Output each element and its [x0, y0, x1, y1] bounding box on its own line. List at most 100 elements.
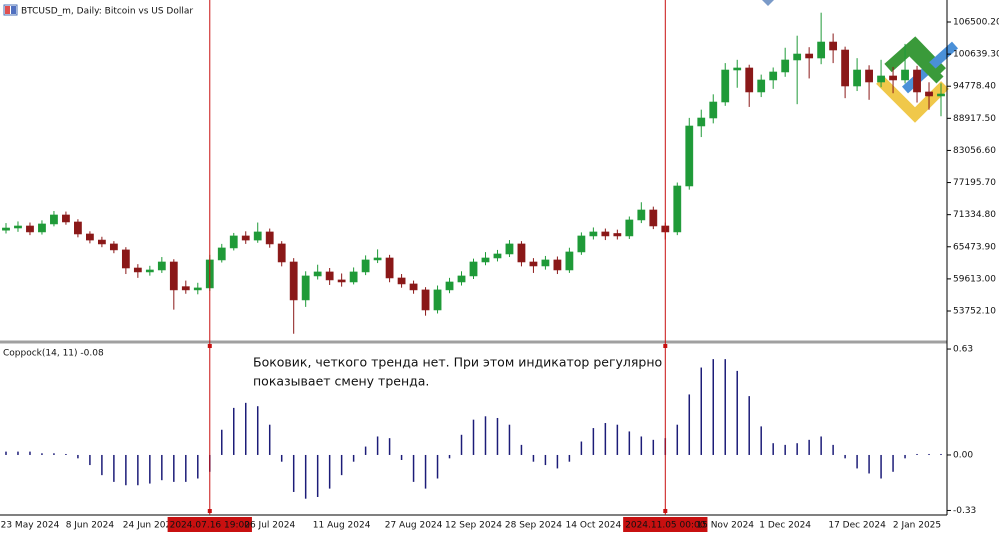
candle-body: [277, 243, 286, 263]
candle-body: [121, 249, 130, 269]
candle-body: [865, 69, 873, 83]
candle-body: [349, 271, 358, 283]
candle-body: [385, 257, 394, 279]
candle-body: [877, 75, 885, 83]
x-tick-label: 2 Jan 2025: [893, 521, 941, 531]
candle-body: [649, 209, 658, 227]
x-tick-label: 11 Aug 2024: [313, 521, 371, 531]
y-tick-label: 59613.00: [953, 274, 996, 284]
candle-body: [325, 271, 334, 281]
candle-body: [505, 243, 514, 255]
candle-body: [169, 261, 178, 291]
candle-body: [109, 243, 118, 251]
candle-body: [913, 69, 921, 93]
candle-body: [241, 235, 250, 241]
candle-body: [517, 243, 526, 263]
candle-body: [577, 235, 586, 253]
scroll-marker: [762, 0, 774, 6]
candle-body: [565, 251, 574, 271]
x-tick-label: 1 Dec 2024: [759, 521, 811, 531]
candle-body: [265, 231, 274, 245]
candle-body: [709, 101, 718, 119]
y-tick-label: 100639.30: [953, 50, 999, 60]
candle-body: [361, 259, 370, 273]
candle-body: [421, 289, 430, 311]
candle-body: [745, 67, 754, 93]
x-tick-label: 15 Nov 2024: [696, 521, 754, 531]
candle-body: [529, 261, 538, 267]
x-tick-label: 24 Jun 2024: [123, 521, 177, 531]
candle-body: [829, 41, 838, 51]
candle-body: [601, 231, 610, 237]
candle-body: [805, 53, 814, 59]
y-tick-label: 65473.90: [953, 242, 996, 252]
candle-body: [493, 253, 502, 259]
x-tick-label: 26 Jul 2024: [244, 521, 295, 531]
y-tick-label: 88917.50: [953, 114, 996, 124]
candle-body: [925, 91, 933, 97]
candle-body: [889, 75, 897, 81]
marker-dot: [663, 509, 668, 513]
candle-body: [313, 271, 322, 277]
y-tick-label: 106500.20: [953, 18, 999, 28]
candle-body: [433, 289, 442, 311]
x-tick-label: 23 May 2024: [1, 521, 60, 531]
candle-body: [181, 286, 190, 291]
candle-body: [97, 239, 106, 245]
candle-body: [38, 223, 46, 233]
y-tick-label: 94778.40: [953, 82, 996, 92]
candle-body: [457, 275, 466, 283]
annotation: показывает смену тренда.: [253, 374, 429, 389]
candle-body: [769, 71, 778, 81]
candle-body: [133, 267, 142, 273]
candle-body: [781, 59, 790, 73]
candle-body: [841, 49, 850, 87]
candle-body: [74, 221, 82, 235]
candle-body: [86, 233, 94, 241]
candle-body: [901, 69, 909, 81]
x-tick-label: 8 Jun 2024: [66, 521, 115, 531]
candle-body: [229, 235, 238, 249]
y-tick-label: 53752.10: [953, 306, 996, 316]
candle-body: [757, 79, 766, 93]
y-tick-label: 77195.70: [953, 178, 996, 188]
x-tick-label: 27 Aug 2024: [385, 521, 443, 531]
x-tick-label: 28 Sep 2024: [505, 521, 562, 531]
candle-body: [553, 259, 562, 271]
candle-body: [589, 231, 598, 237]
candle-body: [2, 227, 10, 231]
y-tick-label: 83056.60: [953, 146, 996, 156]
candle-body: [14, 225, 22, 229]
y-tick-label: -0.33: [953, 506, 976, 516]
candle-body: [301, 275, 310, 301]
annotation: Боковик, четкого тренда нет. При этом ин…: [253, 355, 662, 370]
candle-body: [937, 93, 945, 97]
candle-body: [721, 69, 730, 103]
candle-body: [673, 185, 682, 233]
candle-body: [445, 281, 454, 291]
x-tick-label: 14 Oct 2024: [566, 521, 622, 531]
x-tick-label: 12 Sep 2024: [445, 521, 502, 531]
marker-dot: [663, 344, 668, 348]
y-tick-label: 0.63: [953, 345, 973, 355]
indicator-title: Coppock(14, 11) -0.08: [3, 349, 104, 359]
x-tick-label-highlight: 2024.11.05 00:00: [625, 521, 706, 531]
candle-body: [853, 69, 861, 87]
candle-body: [193, 287, 202, 291]
candle-body: [625, 219, 634, 237]
x-tick-label: 17 Dec 2024: [828, 521, 886, 531]
candle-body: [289, 261, 298, 301]
marker-dot: [207, 509, 212, 513]
candle-body: [469, 261, 478, 277]
x-label-background: [167, 517, 252, 532]
candle-body: [217, 247, 226, 261]
candle-body: [733, 67, 742, 71]
y-tick-label: 0.00: [953, 450, 973, 460]
candle-body: [697, 117, 706, 127]
candle-body: [409, 283, 418, 291]
y-tick-label: 71334.80: [953, 210, 996, 220]
candle-body: [793, 53, 802, 61]
symbol-icon: [3, 4, 18, 16]
candle-body: [685, 125, 694, 187]
